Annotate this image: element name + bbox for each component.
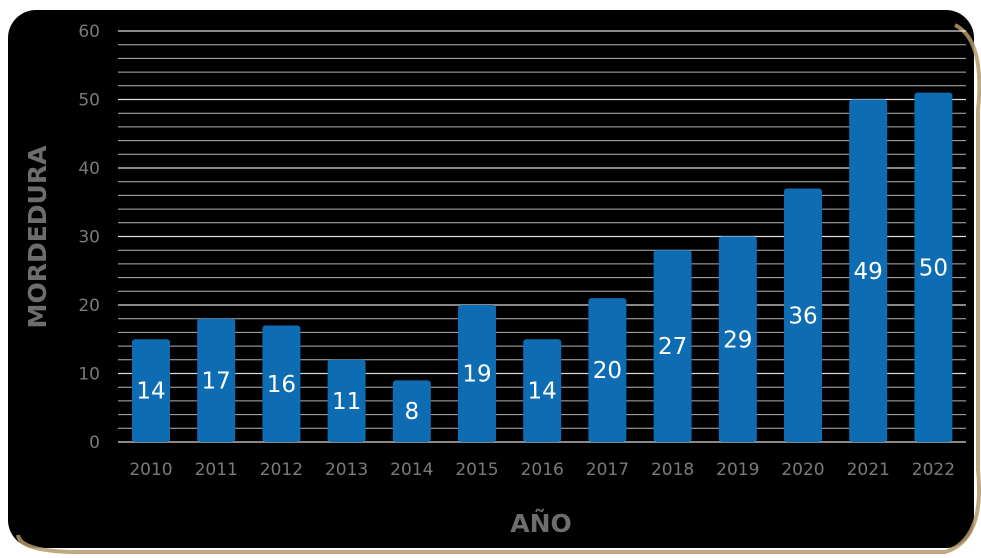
bar [849, 99, 888, 442]
y-tick-label: 0 [89, 433, 100, 453]
bar [718, 236, 757, 442]
y-tick-label: 20 [78, 296, 100, 316]
bar [327, 359, 366, 442]
bar [458, 305, 496, 442]
y-tick-label: 60 [78, 22, 100, 42]
data-label: 14 [136, 379, 165, 405]
bar [392, 380, 431, 442]
x-tick-label: 2012 [260, 460, 303, 480]
x-tick-label: 2018 [651, 460, 694, 480]
data-label: 36 [788, 303, 817, 329]
bar [262, 325, 301, 442]
x-tick-label: 2019 [716, 460, 759, 480]
x-tick-label: 2011 [195, 460, 238, 480]
data-label: 14 [528, 379, 557, 405]
x-tick-label: 2022 [912, 460, 955, 480]
x-tick-label: 2021 [847, 460, 890, 480]
y-tick-label: 40 [78, 159, 100, 179]
y-tick-label: 30 [78, 228, 100, 248]
x-tick-label: 2013 [325, 460, 368, 480]
data-label: 50 [919, 255, 948, 281]
grid-lines [118, 30, 966, 443]
x-tick-label: 2010 [129, 460, 172, 480]
bars: 14 17 16 11 8 19 14 20 27 29 36 49 50 [132, 92, 953, 443]
bar [523, 339, 562, 442]
x-tick-label: 2016 [521, 460, 564, 480]
bar [132, 339, 170, 442]
bar [197, 318, 236, 442]
data-label: 16 [267, 372, 296, 398]
x-axis-ticks: 2010 2011 2012 2013 2014 2015 2016 2017 2018 2019… [129, 460, 955, 480]
data-label: 29 [723, 327, 752, 353]
data-label: 49 [854, 259, 883, 285]
y-tick-label: 10 [78, 365, 100, 385]
data-label: 27 [658, 334, 687, 360]
x-tick-label: 2014 [390, 460, 433, 480]
x-axis-title: AÑO [510, 509, 572, 538]
frame-accent-curve [16, 23, 981, 554]
x-tick-label: 2015 [455, 460, 498, 480]
x-tick-label: 2017 [586, 460, 629, 480]
x-tick-label: 2020 [781, 460, 824, 480]
y-tick-label: 50 [78, 91, 100, 111]
y-axis-ticks: 0 10 20 30 40 50 60 [78, 22, 100, 453]
bar [653, 250, 692, 442]
data-label: 8 [404, 399, 419, 425]
data-label: 20 [593, 358, 622, 384]
data-label: 11 [332, 389, 361, 415]
bar [914, 92, 953, 443]
bar [784, 188, 822, 442]
bar [588, 298, 627, 442]
y-axis-title: MORDEDURA [23, 145, 52, 329]
data-label: 19 [462, 362, 491, 388]
data-label: 17 [202, 368, 231, 394]
